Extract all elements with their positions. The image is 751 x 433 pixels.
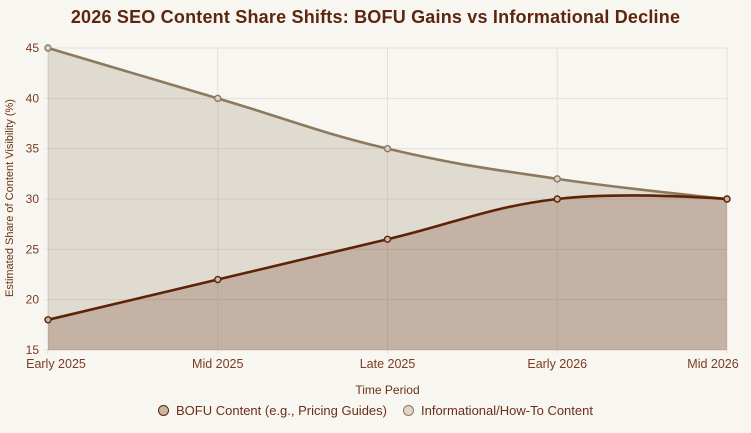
- legend-label-bofu-content: BOFU Content (e.g., Pricing Guides): [176, 403, 387, 418]
- bofu-content-point: [44, 316, 52, 324]
- x-tick-label: Early 2025: [26, 357, 86, 371]
- bofu-content-point: [214, 275, 222, 284]
- legend-item-informational-content[interactable]: Informational/How-To Content: [403, 403, 593, 418]
- y-tick-label: 25: [26, 242, 40, 256]
- x-tick-label: Mid 2026: [687, 357, 738, 371]
- informational-content-area: [48, 48, 727, 350]
- y-tick-label: 20: [26, 293, 40, 307]
- x-tick-label: Late 2025: [360, 357, 416, 371]
- x-tick-label: Mid 2025: [192, 357, 243, 371]
- x-tick-label: Early 2026: [527, 357, 587, 371]
- informational-content-point: [214, 94, 222, 103]
- y-tick-label: 35: [26, 142, 40, 156]
- legend: BOFU Content (e.g., Pricing Guides) Infor…: [0, 403, 751, 418]
- informational-content-point: [383, 144, 392, 153]
- legend-label-informational-content: Informational/How-To Content: [421, 403, 593, 418]
- legend-item-bofu-content[interactable]: BOFU Content (e.g., Pricing Guides): [158, 403, 387, 418]
- legend-marker-bofu-content: [158, 405, 170, 416]
- x-axis-title: Time Period: [355, 383, 420, 397]
- y-tick-label: 40: [26, 91, 40, 105]
- bofu-content-point: [383, 235, 392, 243]
- y-axis-title: Estimated Share of Content Visibility (%…: [4, 99, 16, 297]
- y-tick-label: 15: [26, 343, 40, 357]
- bofu-content-area: [48, 195, 727, 350]
- legend-marker-informational-content: [403, 405, 414, 416]
- informational-content-point: [44, 44, 52, 52]
- informational-content-point: [553, 175, 561, 183]
- bofu-content-point: [723, 195, 731, 203]
- bofu-content-point: [553, 195, 561, 203]
- chart-title: 2026 SEO Content Share Shifts: BOFU Gain…: [70, 7, 681, 27]
- y-tick-label: 30: [26, 192, 40, 206]
- y-tick-label: 45: [26, 41, 40, 55]
